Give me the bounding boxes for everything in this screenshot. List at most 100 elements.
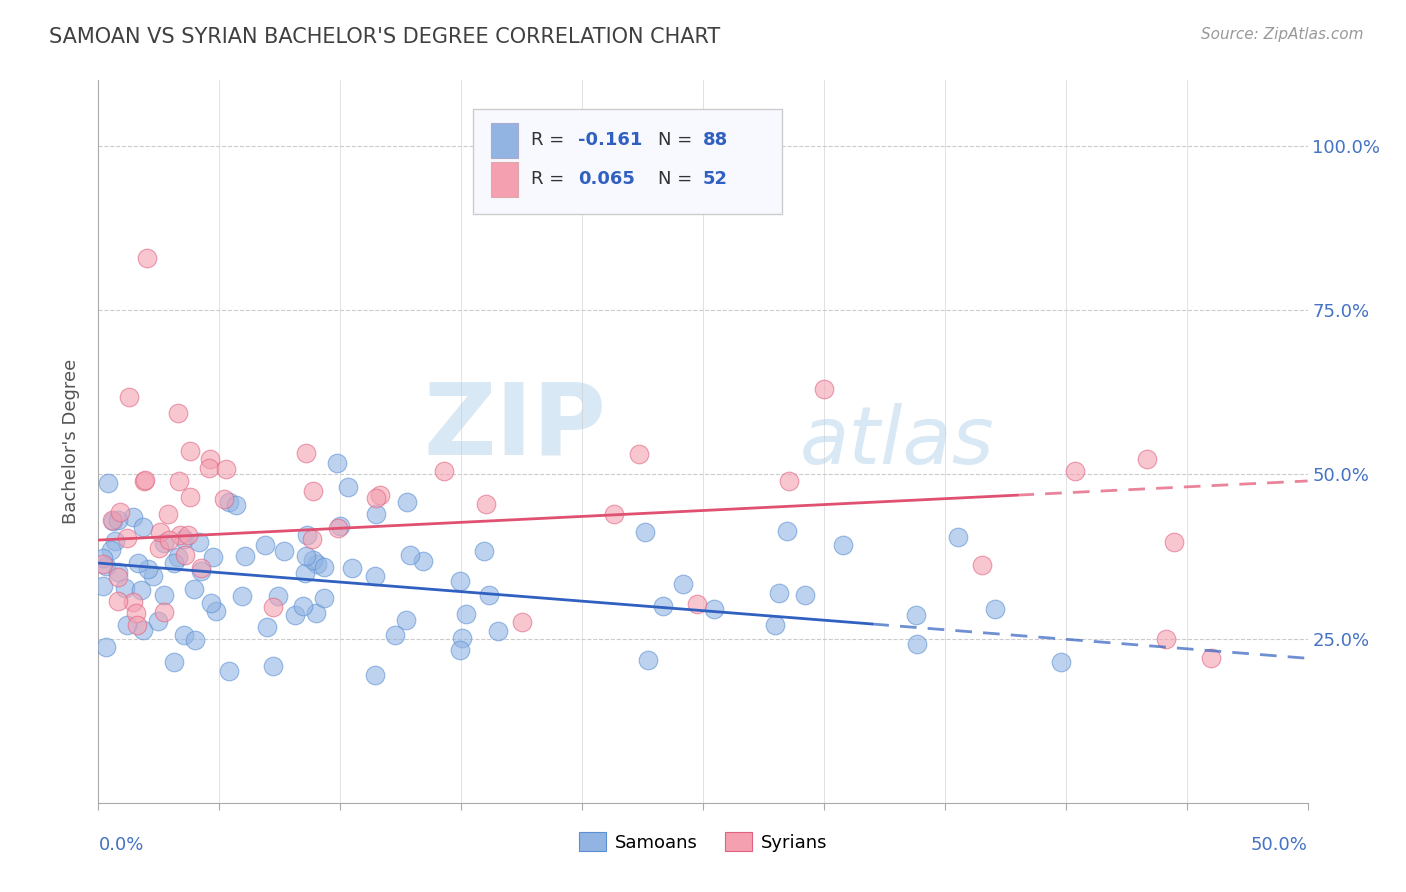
Point <box>328 521 350 535</box>
Point <box>152 536 174 550</box>
Point <box>163 556 186 570</box>
Point <box>225 498 247 512</box>
Point <box>399 548 422 562</box>
Point <box>127 556 149 570</box>
Point <box>152 605 174 619</box>
Point <box>153 588 176 602</box>
Point <box>474 544 496 558</box>
Point <box>125 606 148 620</box>
Point <box>685 597 707 611</box>
Point <box>603 508 626 522</box>
Point <box>384 628 406 642</box>
Point <box>302 553 325 567</box>
Point <box>100 543 122 558</box>
Point <box>793 588 815 602</box>
Point <box>366 491 388 505</box>
Point <box>91 558 114 572</box>
Point <box>96 558 118 573</box>
Point <box>364 569 387 583</box>
Point <box>302 484 325 499</box>
Point <box>169 527 191 541</box>
Point <box>768 586 790 600</box>
Point <box>167 406 190 420</box>
Point <box>905 637 928 651</box>
Point <box>114 582 136 596</box>
Point <box>337 480 360 494</box>
Point <box>117 390 139 404</box>
Point <box>813 382 835 396</box>
Point <box>449 643 471 657</box>
Point <box>183 582 205 597</box>
Text: 50.0%: 50.0% <box>1251 836 1308 854</box>
Point <box>104 533 127 548</box>
Point <box>984 601 1007 615</box>
Point <box>946 530 969 544</box>
Point <box>117 531 139 545</box>
Point <box>291 599 314 614</box>
Point <box>218 495 240 509</box>
Point <box>273 544 295 558</box>
Point <box>256 620 278 634</box>
Point <box>831 538 853 552</box>
Point <box>412 554 434 568</box>
Point <box>173 627 195 641</box>
Point <box>326 456 349 470</box>
Point <box>107 594 129 608</box>
Point <box>295 446 318 460</box>
Point <box>396 495 419 509</box>
Point <box>1163 534 1185 549</box>
Point <box>776 524 799 538</box>
Point <box>1064 463 1087 477</box>
Point <box>97 476 120 491</box>
Point <box>91 551 114 566</box>
Point <box>94 640 117 654</box>
Point <box>157 533 180 547</box>
Text: SAMOAN VS SYRIAN BACHELOR'S DEGREE CORRELATION CHART: SAMOAN VS SYRIAN BACHELOR'S DEGREE CORRE… <box>49 27 720 46</box>
Point <box>314 560 336 574</box>
Text: N =: N = <box>658 170 699 188</box>
Point <box>284 607 307 622</box>
Point <box>131 520 153 534</box>
Point <box>364 668 387 682</box>
Point <box>146 614 169 628</box>
Point <box>634 524 657 539</box>
Point <box>132 624 155 638</box>
Point <box>179 490 201 504</box>
Point <box>478 589 501 603</box>
Point <box>703 602 725 616</box>
Point <box>107 570 129 584</box>
Text: R =: R = <box>531 131 571 149</box>
Text: N =: N = <box>658 131 699 149</box>
Text: 88: 88 <box>703 131 728 149</box>
Point <box>198 461 221 475</box>
Point <box>262 659 284 673</box>
Point <box>110 505 132 519</box>
Point <box>262 599 284 614</box>
Point <box>233 549 256 563</box>
Text: 52: 52 <box>703 170 728 188</box>
Point <box>972 558 994 573</box>
Point <box>215 462 238 476</box>
Point <box>672 576 695 591</box>
Point <box>627 447 650 461</box>
FancyBboxPatch shape <box>474 109 782 214</box>
Point <box>107 512 129 526</box>
Point <box>135 251 157 265</box>
Point <box>122 595 145 609</box>
Point <box>1050 656 1073 670</box>
Point <box>305 558 328 572</box>
Point <box>267 589 290 603</box>
Text: R =: R = <box>531 170 571 188</box>
Point <box>218 665 240 679</box>
Point <box>122 509 145 524</box>
Point <box>190 564 212 578</box>
Point <box>637 653 659 667</box>
FancyBboxPatch shape <box>492 162 517 196</box>
Point <box>364 508 387 522</box>
Point <box>163 655 186 669</box>
Point <box>136 562 159 576</box>
Point <box>142 569 165 583</box>
Point <box>253 538 276 552</box>
Point <box>101 513 124 527</box>
Point <box>329 518 352 533</box>
